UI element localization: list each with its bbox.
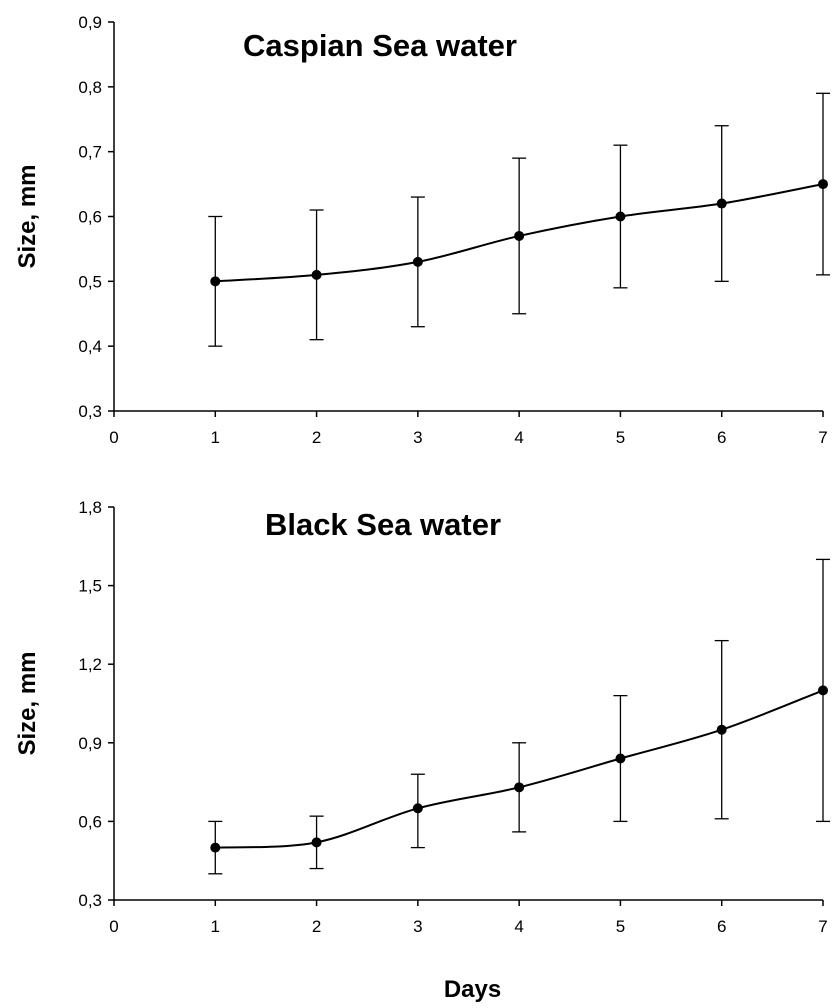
chart2-x-tick-label: 0 xyxy=(109,917,118,936)
chart1-x-tick-label: 6 xyxy=(717,428,726,447)
chart2-data-point xyxy=(818,685,828,696)
chart2-x-tick-label: 6 xyxy=(717,917,726,936)
chart2-data-point xyxy=(716,724,727,735)
chart2-y-tick-label: 1,2 xyxy=(78,655,102,674)
chart1-y-tick-label: 0,9 xyxy=(78,13,102,32)
chart1-data-point xyxy=(412,256,423,267)
chart1-x-tick-label: 3 xyxy=(413,428,422,447)
chart2-y-tick-label: 0,3 xyxy=(78,891,102,910)
chart2-y-axis-title: Size, mm xyxy=(14,651,41,755)
chart2-data-point xyxy=(210,842,221,853)
chart1-x-tick-label: 2 xyxy=(312,428,321,447)
chart1-data-point xyxy=(514,230,525,241)
chart1-x-tick-label: 0 xyxy=(109,428,118,447)
chart1-data-point xyxy=(311,269,322,280)
chart2-data-point xyxy=(615,753,626,764)
chart1-x-tick-label: 1 xyxy=(211,428,220,447)
chart2-x-tick-label: 1 xyxy=(211,917,220,936)
chart2-x-tick-label: 5 xyxy=(616,917,625,936)
chart1-y-tick-label: 0,6 xyxy=(78,208,102,227)
chart2-title: Black Sea water xyxy=(265,507,501,542)
chart1-data-point xyxy=(716,198,727,209)
chart1-y-tick-label: 0,4 xyxy=(78,337,102,356)
chart2-y-tick-label: 0,9 xyxy=(78,734,102,753)
chart1-x-tick-label: 5 xyxy=(616,428,625,447)
chart2-x-tick-label: 7 xyxy=(818,917,827,936)
chart1-data-point xyxy=(615,211,626,222)
chart2-x-axis-title: Days xyxy=(444,976,501,1003)
chart2-x-tick-label: 3 xyxy=(413,917,422,936)
chart2-y-tick-label: 1,8 xyxy=(78,498,102,517)
chart1-y-tick-label: 0,8 xyxy=(78,78,102,97)
chart2-data-point xyxy=(311,837,322,848)
chart2-data-point xyxy=(412,803,423,814)
chart2-x-tick-label: 2 xyxy=(312,917,321,936)
chart2-y-tick-label: 0,6 xyxy=(78,812,102,831)
chart1-title: Caspian Sea water xyxy=(243,28,517,63)
chart2-y-tick-label: 1,5 xyxy=(78,577,102,596)
chart1-y-tick-label: 0,3 xyxy=(78,402,102,421)
chart1-x-tick-label: 4 xyxy=(514,428,523,447)
chart1-y-tick-label: 0,7 xyxy=(78,143,102,162)
chart1-y-axis-title: Size, mm xyxy=(14,164,41,268)
chart1-y-tick-label: 0,5 xyxy=(78,272,102,291)
chart1-data-point xyxy=(818,179,828,190)
chart2-data-point xyxy=(514,782,525,793)
chart2-x-tick-label: 4 xyxy=(514,917,523,936)
chart1-data-point xyxy=(210,276,221,287)
chart1-x-tick-label: 7 xyxy=(818,428,827,447)
